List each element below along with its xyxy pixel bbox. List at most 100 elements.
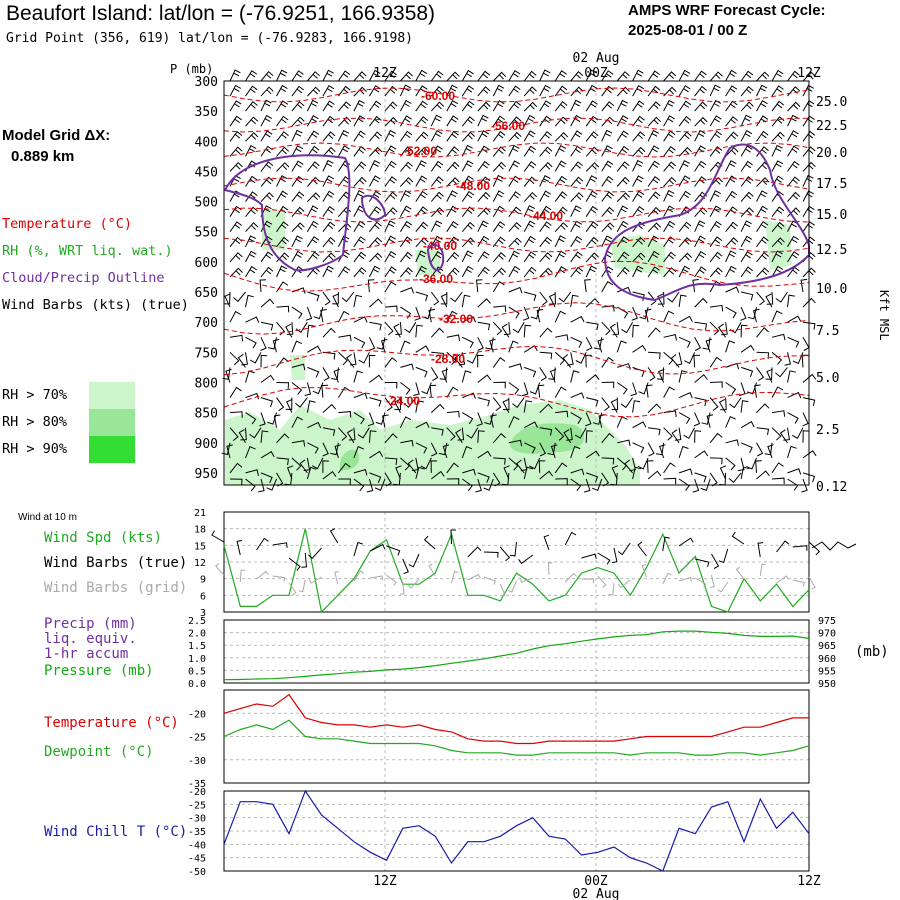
wind-barb-icon [693,412,701,427]
wind-barb-icon [601,356,614,368]
temperature-contour-line [223,302,810,335]
temperature-contour-label: -28.00 [431,352,465,366]
wind-barb-grid-icon [717,581,729,593]
wind-barb-icon [499,546,511,562]
wind-barb-icon [567,352,574,366]
wind-barb-icon [308,547,322,560]
wind-barb-icon [415,400,424,413]
wind-barb-icon [585,265,597,278]
wind-barb-icon [756,251,769,263]
wind-barb-icon [477,472,490,483]
wind-barb-icon [709,71,723,82]
wind-barb-icon [740,466,750,480]
forecast-cycle-value: 2025-08-01 / 00 Z [628,22,748,39]
wind-barb-icon [570,161,583,172]
wind-barb-icon [508,286,523,294]
temperature-line [223,693,809,745]
wind-barb-icon [332,291,339,305]
wind-barb-icon [554,235,566,248]
date-label: 02 Aug [573,51,620,66]
wind-barb-icon [245,336,257,349]
wind-barb-icon [570,370,580,383]
wind-barb-icon [570,70,584,82]
wind-barb-icon [523,220,536,232]
wind-barb-icon [656,367,665,380]
page-title: Beaufort Island: lat/lon = (-76.9251, 16… [6,2,436,25]
wind-barb-icon [306,130,320,142]
wind-barb-icon [330,442,339,456]
wind-barb-icon [725,131,739,142]
wind-barb-icon [663,220,676,232]
wind-barb-icon [787,114,799,127]
wind-barb-icon [260,145,273,157]
wind-barb-icon [367,412,375,427]
wind-barb-icon [617,439,631,447]
wind-barb-icon [395,322,402,335]
wind-barb-icon [415,291,429,302]
wind-barb-icon [430,176,444,187]
wind-barb-icon [229,221,242,232]
wind-barb-icon [368,190,381,202]
wind-barb-icon [446,267,460,278]
wind-panel-label: Wind Barbs (true) [44,555,187,571]
wind-barb-icon [585,412,592,427]
wind-barb-icon [802,430,810,443]
wind-barb-icon [648,427,661,436]
wind-barb-icon [616,145,630,157]
height-tick-label: 25.0 [816,95,847,110]
wind-barb-icon [632,205,645,217]
wind-barb-icon [322,146,336,157]
wind-barb-icon [353,468,368,476]
time-tick-label: 12Z [797,874,821,889]
wind-barb-icon [700,478,711,492]
wind-barb-icon [617,286,631,294]
wind-barb-icon [446,100,459,112]
temperature-contour-line [223,117,810,133]
wind-barb-icon [245,250,257,263]
wind-barb-icon [260,70,274,82]
wind-barb-icon [508,306,520,319]
wind-barb-icon [338,427,348,441]
wind-barb-icon [523,101,538,112]
wind-barb-icon [369,374,383,383]
wind-chill-panel: -20 -25 -30 -35 -40 -45 -50 Wind Chill T (°C) 12… [44,787,821,900]
wind-barb-icon [276,69,288,82]
wind-barb-icon [305,306,313,321]
wind-barb-icon [740,220,752,232]
wind-barb-icon [229,351,240,366]
wind-barb-icon [408,553,420,568]
wind-barb-icon [548,293,556,308]
wind-barb-icon [291,191,305,202]
legend-temperature: Temperature (°C) [2,216,133,232]
wind-barb-icon [477,145,490,157]
wind-barb-icon [384,160,397,172]
wind-barb-icon [611,397,619,411]
pressure-axis-title: (mb) [855,644,889,660]
wind-barb-icon [399,190,412,202]
wind-barb-icon [245,206,258,218]
wind-barb-icon [725,416,736,428]
wind-barb-icon [260,130,273,142]
wind-barb-icon [647,191,661,202]
wind-barb-icon [492,146,506,157]
wind-barb-icon [694,374,708,383]
wind-barb-icon [353,336,366,349]
wind-barb-icon [225,368,232,383]
wind-barb-icon [395,465,402,480]
wind-barb-icon [570,130,583,142]
wind-barb-icon [446,427,456,441]
wind-barb-icon [671,429,680,444]
wind-barb-icon [601,160,614,172]
wind-barb-icon [692,478,700,493]
wind-barb-icon [461,221,475,233]
wind-barb-icon [694,101,708,112]
wind-barb-icon [276,382,290,389]
wind-barb-icon [647,442,655,457]
wind-barb-icon [493,305,507,312]
panel-tick-label: 0.0 [188,679,206,690]
wind-barb-icon [245,446,256,459]
wind-barb-icon [442,444,450,459]
wind-barb-icon [585,337,593,351]
wind-barb-icon [440,292,448,305]
